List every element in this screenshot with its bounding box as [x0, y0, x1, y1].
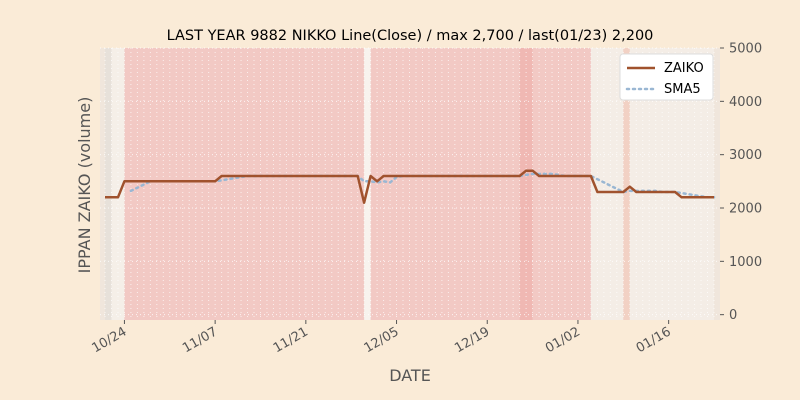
chart-title: LAST YEAR 9882 NIKKO Line(Close) / max 2… [167, 28, 654, 44]
shaded-range-4 [370, 48, 520, 320]
x-tick-label: 01/02 [543, 324, 583, 356]
y-tick-label: 2000 [729, 202, 762, 217]
y-tick-label: 4000 [729, 95, 762, 110]
zaiko-line [105, 169, 714, 204]
x-tick-label: 12/19 [452, 324, 492, 356]
x-tick-label: 10/24 [89, 324, 129, 356]
shaded-range-6 [532, 48, 591, 320]
x-tick-label: 01/16 [634, 324, 674, 356]
x-tick-label: 11/21 [271, 324, 311, 356]
shaded-range-2 [124, 48, 365, 320]
legend-label-sma5: SMA5 [664, 82, 701, 97]
legend-box [619, 53, 714, 101]
legend: ZAIKO SMA5 [619, 53, 714, 101]
shaded-range-0 [105, 48, 112, 320]
x-axis-label: DATE [389, 366, 431, 385]
y-tick-label: 0 [729, 308, 737, 323]
y-tick-label: 1000 [729, 255, 762, 270]
y-tick-label: 3000 [729, 148, 762, 163]
zaiko-series [105, 169, 714, 204]
x-tick-label: 12/05 [362, 324, 402, 356]
x-tick-label: 11/07 [180, 324, 220, 356]
y-tick-label: 5000 [729, 42, 762, 57]
y-axis-ticks: 0 1000 2000 3000 4000 5000 [720, 42, 762, 323]
legend-label-zaiko: ZAIKO [664, 61, 704, 76]
x-axis-ticks: 10/24 11/07 11/21 12/05 12/19 01/02 01/16 [89, 320, 674, 356]
shaded-range-8 [623, 48, 630, 320]
y-axis-label: IPPAN ZAIKO (volume) [75, 97, 94, 274]
